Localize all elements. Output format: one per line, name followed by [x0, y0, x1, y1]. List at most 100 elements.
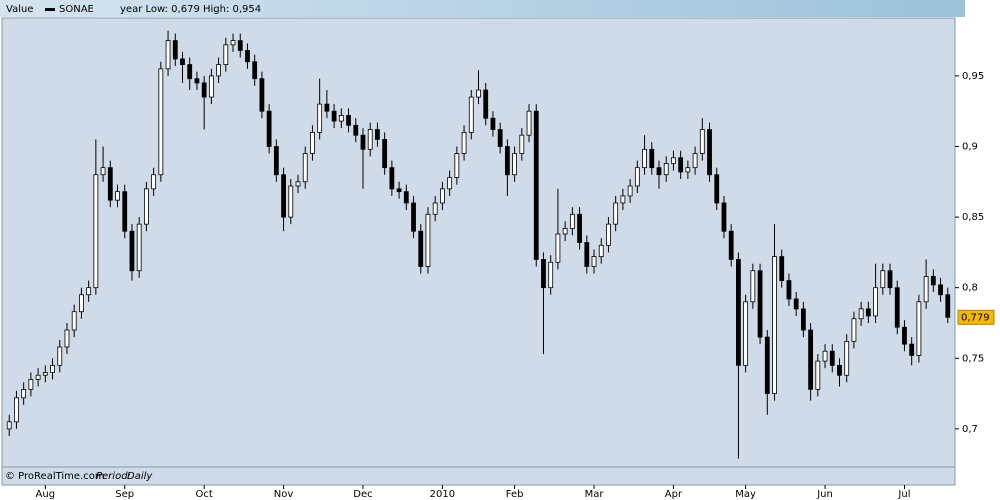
candle-body	[736, 259, 741, 366]
candle-body	[375, 129, 380, 140]
candle-body	[331, 110, 337, 122]
candle-body	[158, 68, 164, 176]
candle-body	[396, 188, 402, 193]
candle-body	[389, 167, 395, 190]
candle-body	[584, 242, 590, 267]
candle-body	[555, 233, 561, 263]
candle-body	[887, 270, 893, 289]
candle-body	[699, 129, 705, 154]
candle-body	[483, 89, 489, 119]
header-name: SONAE	[59, 4, 94, 15]
y-tick-label: 0,95	[962, 71, 984, 82]
candle-body	[288, 185, 294, 218]
candle-body	[562, 227, 568, 235]
candle-body	[851, 318, 857, 342]
header-bar	[0, 0, 965, 17]
candle-body	[569, 213, 575, 229]
candle-body	[180, 58, 185, 65]
candle-body	[808, 329, 814, 390]
candle-body	[656, 167, 662, 176]
last-price-label: 0,779	[961, 312, 990, 323]
source: © ProRealTime.com	[5, 471, 105, 482]
candle-body	[273, 146, 279, 176]
candle-body	[837, 364, 842, 376]
candle-body	[79, 294, 84, 313]
candle-body	[476, 89, 481, 98]
x-tick-label: Dec	[353, 489, 372, 500]
candle-body	[223, 44, 229, 65]
candle-body	[930, 275, 936, 286]
candle-body	[129, 230, 135, 272]
x-tick-label: Oct	[196, 489, 213, 500]
candle-body	[317, 103, 323, 133]
candle-body	[613, 202, 619, 225]
candle-body	[281, 174, 286, 218]
candle-body	[461, 131, 467, 154]
candle-body	[468, 96, 474, 133]
header-label: Value	[6, 4, 33, 15]
candle-body	[577, 213, 582, 243]
candle-body	[497, 129, 503, 147]
candle-body	[194, 78, 200, 84]
candle-body	[187, 64, 193, 80]
candle-body	[230, 40, 236, 46]
x-tick-label: Apr	[665, 489, 683, 500]
x-tick-label: Jul	[897, 489, 910, 500]
legend-swatch	[45, 8, 55, 11]
candle-body	[403, 191, 409, 204]
candle-body	[57, 346, 63, 366]
candle-body	[815, 360, 821, 390]
candle-body	[504, 146, 510, 176]
candle-body	[671, 157, 676, 164]
candle-body	[512, 153, 517, 176]
candle-body	[42, 371, 48, 376]
candle-body	[685, 167, 691, 173]
candle-body	[634, 167, 640, 187]
candle-body	[692, 153, 698, 169]
y-tick-label: 0,8	[962, 283, 978, 294]
candle-body	[367, 129, 373, 150]
candle-body	[909, 343, 915, 356]
period-label: Period:	[96, 471, 131, 482]
y-tick-label: 0,9	[962, 141, 978, 152]
candle-body	[865, 308, 871, 317]
candle-body	[858, 308, 864, 320]
candle-body	[743, 301, 749, 366]
candle-body	[938, 284, 943, 296]
candle-body	[432, 202, 438, 215]
candle-body	[28, 379, 34, 390]
candle-body	[353, 124, 359, 136]
candle-body	[627, 185, 633, 197]
candle-body	[418, 230, 424, 267]
x-tick-label: Jun	[816, 489, 833, 500]
candle-body	[829, 350, 835, 366]
candle-body	[591, 256, 597, 267]
candle-body	[360, 134, 366, 150]
candle-body	[324, 103, 330, 112]
candle-body	[894, 287, 900, 328]
candle-body	[873, 287, 878, 317]
candle-body	[208, 75, 214, 98]
candle-body	[86, 287, 92, 296]
candle-body	[707, 129, 712, 176]
candle-body	[216, 64, 221, 77]
candle-body	[880, 270, 886, 289]
candle-body	[107, 167, 113, 201]
x-tick-label: Nov	[274, 489, 294, 500]
candle-body	[165, 40, 171, 70]
candle-body	[346, 115, 351, 126]
x-tick-label: Sep	[115, 489, 134, 500]
candle-body	[382, 139, 388, 169]
candle-body	[115, 191, 120, 201]
candle-body	[310, 131, 315, 154]
y-tick-label: 0,75	[962, 353, 984, 364]
candle-body	[541, 259, 546, 289]
candle-body	[338, 115, 344, 122]
candle-body	[35, 374, 41, 380]
candle-body	[411, 202, 416, 232]
candle-body	[923, 275, 929, 303]
candle-body	[800, 308, 806, 331]
candle-body	[714, 174, 720, 204]
x-tick-label: Mar	[585, 489, 605, 500]
